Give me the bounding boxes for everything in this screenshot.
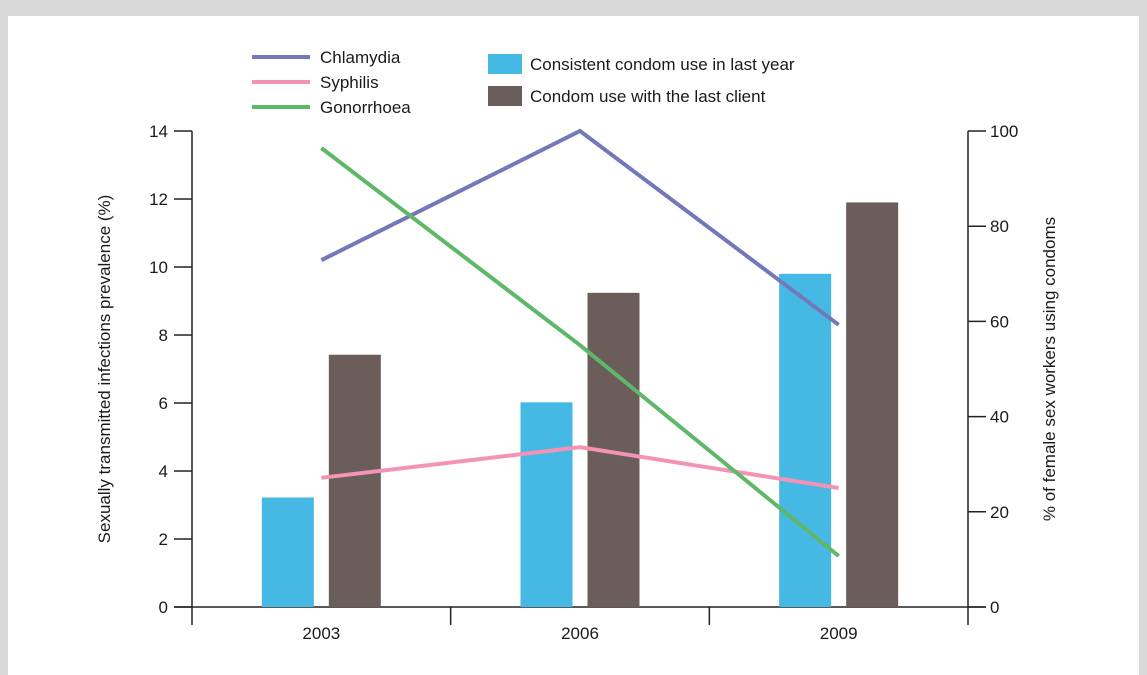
y-left-tick-label: 4 (159, 462, 168, 481)
bar-consistent-condom-use-in-last-year (779, 273, 832, 607)
lines (320, 128, 840, 558)
y-right-tick-label: 80 (990, 217, 1009, 236)
legend-label-bar-1: Consistent condom use in last year (530, 55, 795, 74)
y-right-tick-label: 40 (990, 408, 1009, 427)
y-right-tick-label: 20 (990, 503, 1009, 522)
bars (261, 202, 899, 607)
x-tick-label: 2009 (820, 624, 858, 643)
y-right-axis-title: % of female sex workers using condoms (1040, 217, 1059, 521)
x-tick-label: 2006 (561, 624, 599, 643)
y-left-tick-label: 12 (149, 190, 168, 209)
y-left-tick-label: 8 (159, 326, 168, 345)
legend-swatch-bar-1 (488, 54, 522, 74)
chart-frame (8, 16, 1139, 675)
labels: 0 2 4 6 8 10 12 14 0 20 40 60 80 100 2003 2006 2009 Sexua… (95, 122, 1059, 643)
bar-condom-use-with-the-last-client (846, 202, 899, 607)
y-left-axis-title: Sexually transmitted infections prevalen… (95, 195, 114, 544)
y-left-tick-label: 6 (159, 394, 168, 413)
legend-label-bar-2: Condom use with the last client (530, 87, 766, 106)
y-right-tick-label: 100 (990, 122, 1018, 141)
y-right-tick-label: 0 (990, 598, 999, 617)
x-tick-label: 2003 (302, 624, 340, 643)
legend-lines: Chlamydia Syphilis Gonorrhoea (252, 48, 411, 117)
line-gonorrhoea (320, 146, 840, 558)
bar-consistent-condom-use-in-last-year (520, 402, 573, 607)
y-left-tick-label: 2 (159, 530, 168, 549)
y-right-tick-label: 60 (990, 312, 1009, 331)
legend-bars: Consistent condom use in last year Condom… (488, 54, 795, 106)
y-left-tick-label: 10 (149, 258, 168, 277)
legend-label-chlamydia: Chlamydia (320, 48, 401, 67)
bar-condom-use-with-the-last-client (328, 354, 381, 607)
bar-consistent-condom-use-in-last-year (261, 497, 314, 607)
line-syphilis (321, 445, 839, 490)
line-chlamydia (320, 128, 840, 327)
y-left-tick-label: 0 (159, 598, 168, 617)
y-left-tick-label: 14 (149, 122, 168, 141)
legend-label-gonorrhoea: Gonorrhoea (320, 98, 411, 117)
legend-swatch-bar-2 (488, 86, 522, 106)
legend-label-syphilis: Syphilis (320, 73, 379, 92)
